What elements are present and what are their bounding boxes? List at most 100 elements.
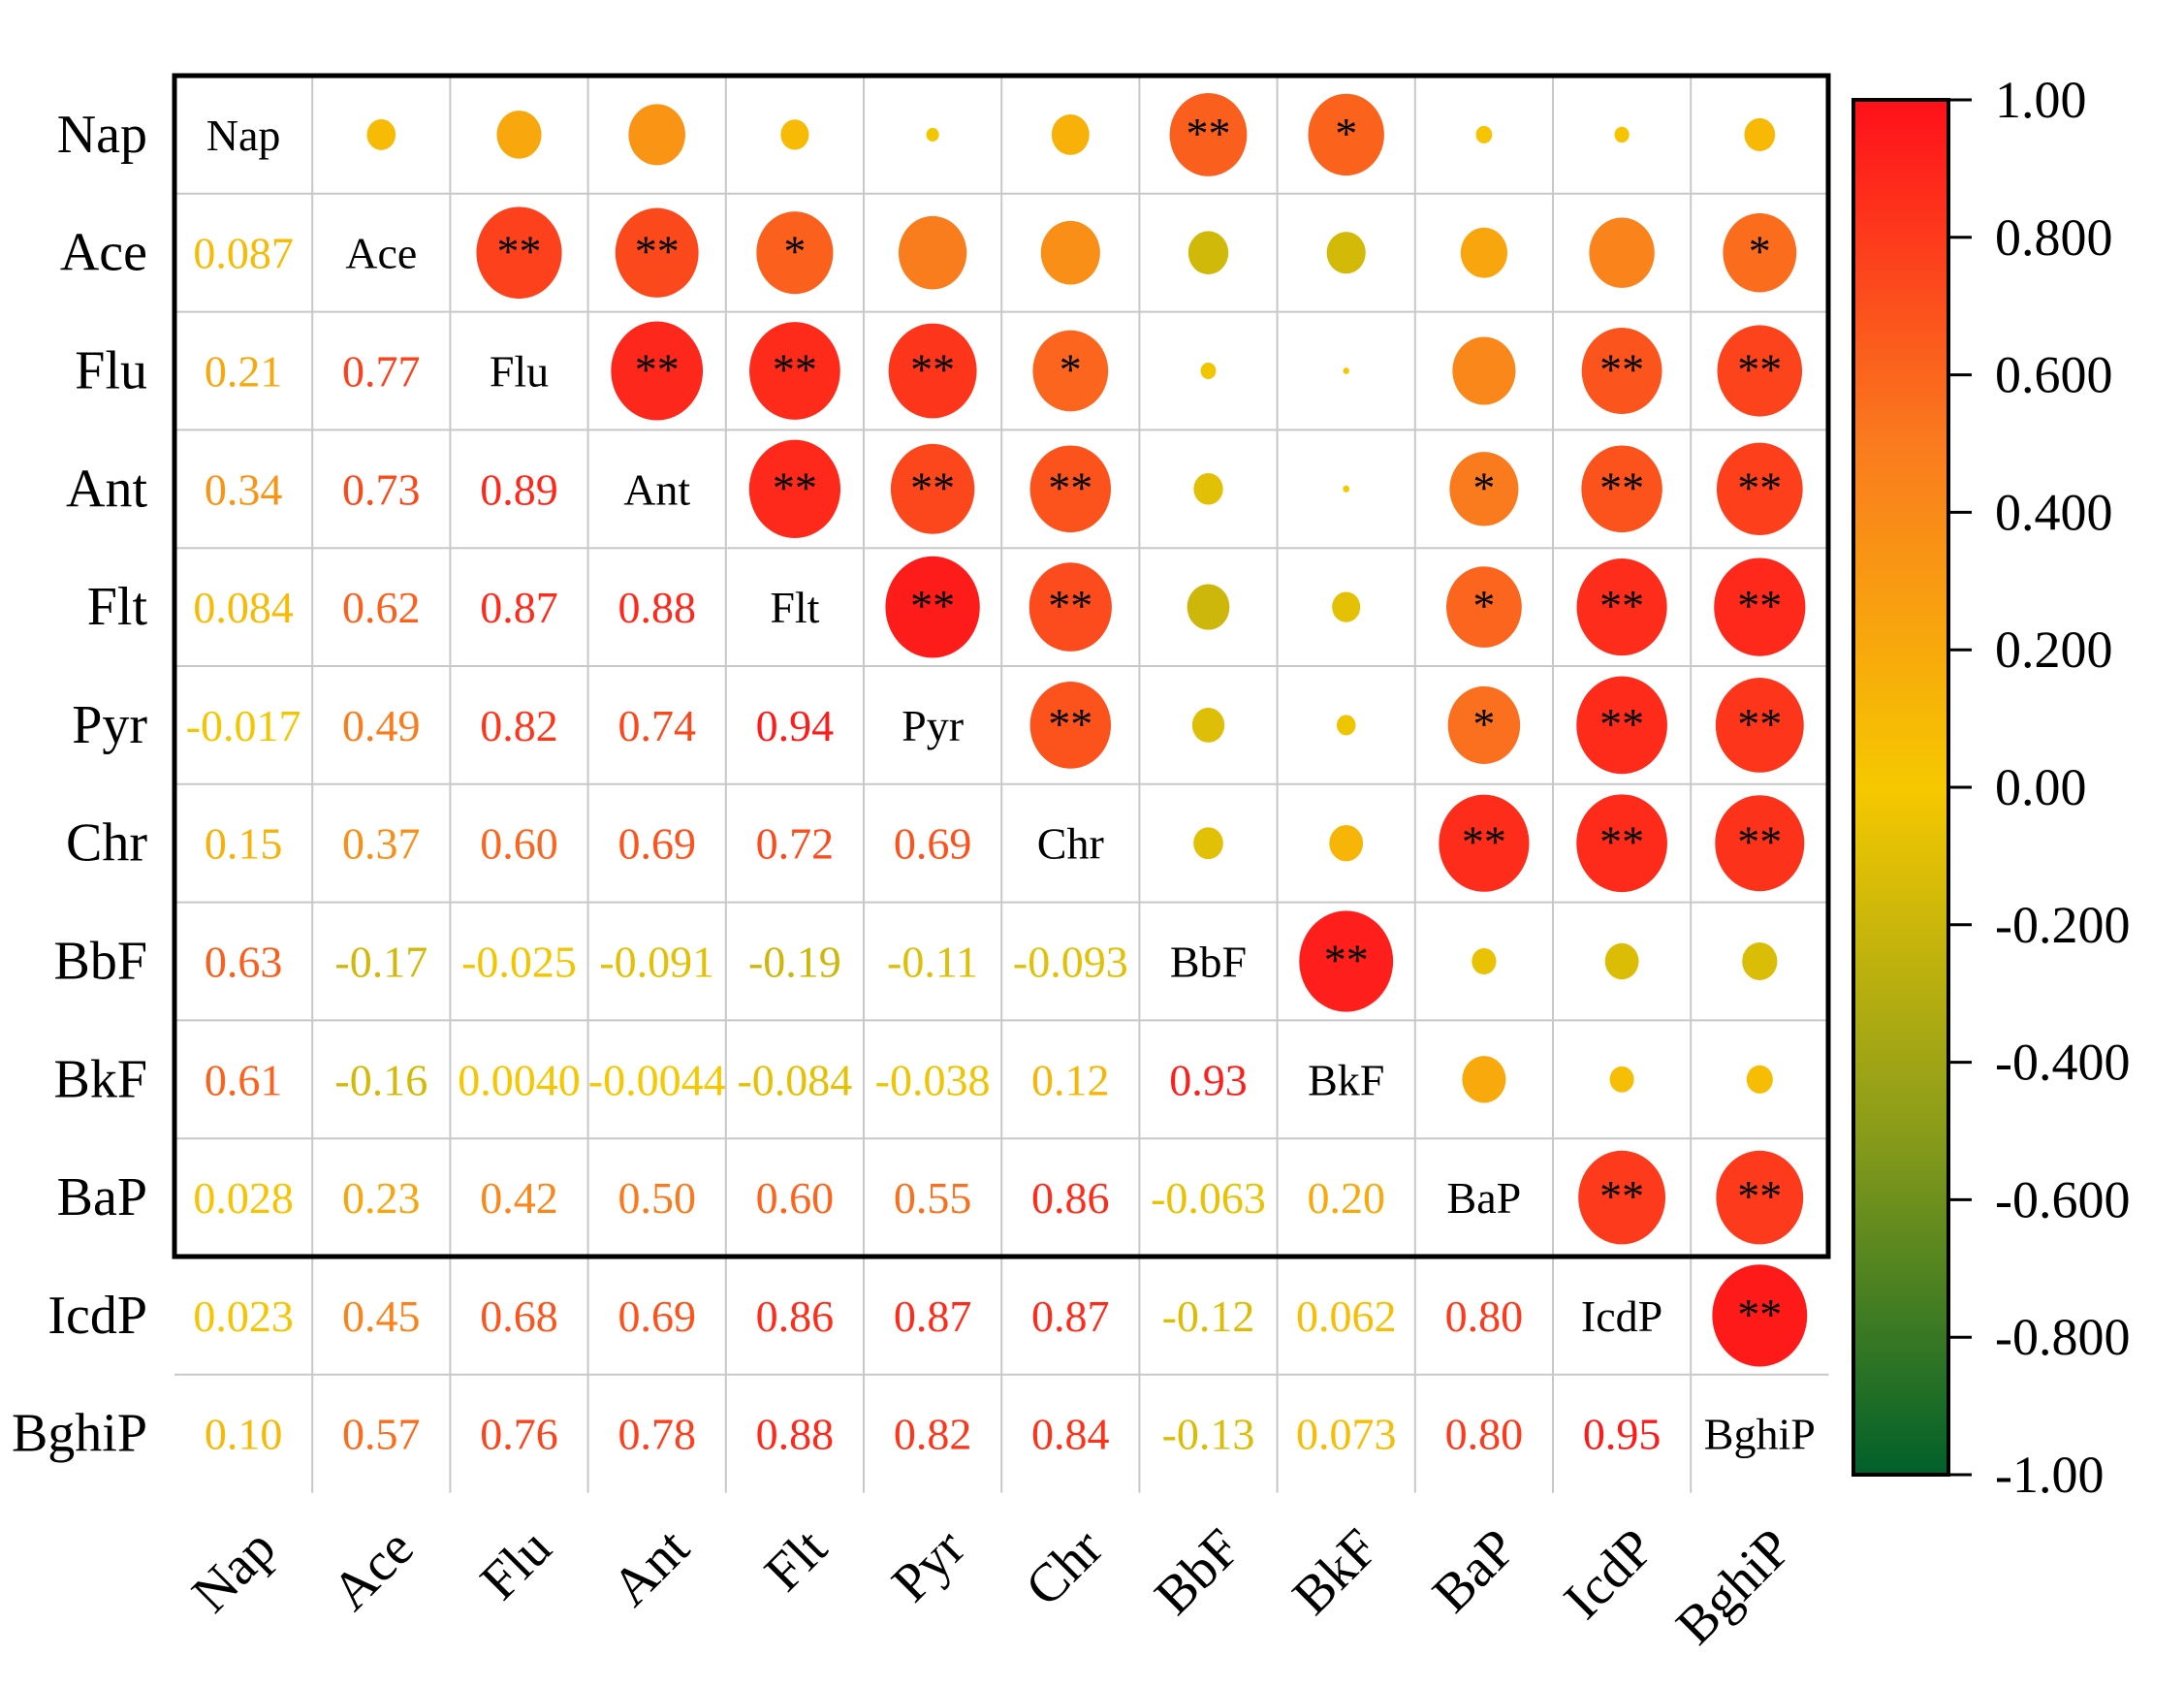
correlation-circle <box>1742 942 1778 980</box>
significance-marker: ** <box>1737 1171 1782 1221</box>
correlation-value: 0.57 <box>342 1410 421 1459</box>
correlation-value: 0.61 <box>205 1055 283 1104</box>
correlation-circle <box>1576 558 1667 656</box>
correlation-circle <box>1439 794 1530 892</box>
significance-marker: ** <box>910 462 955 512</box>
column-label: Ant <box>601 1517 702 1618</box>
correlation-circle <box>1589 217 1655 288</box>
diagonal-label: BaP <box>1447 1173 1522 1223</box>
significance-marker: ** <box>1599 699 1644 748</box>
correlation-value: 0.82 <box>894 1410 972 1459</box>
correlation-value: 0.69 <box>894 819 972 869</box>
correlation-value: -0.13 <box>1162 1410 1255 1459</box>
correlation-circle <box>1193 473 1223 505</box>
significance-marker: ** <box>1462 817 1506 867</box>
correlation-circle <box>1449 452 1519 526</box>
correlation-circle <box>1712 1264 1808 1367</box>
colorbar: 1.00 0.800 0.600 0.400 0.200 0.00 -0.200 -0.400… <box>1852 71 2130 1504</box>
correlation-circle <box>1472 947 1497 975</box>
correlation-circle <box>1462 1056 1506 1103</box>
correlation-value: 0.50 <box>617 1173 696 1223</box>
correlation-circle <box>1187 231 1229 274</box>
correlation-circle <box>1609 1066 1634 1093</box>
correlation-value: 0.12 <box>1031 1055 1110 1104</box>
correlation-value: 0.72 <box>756 819 835 869</box>
correlation-value: 0.86 <box>756 1291 835 1341</box>
correlation-value: 0.74 <box>617 701 696 750</box>
significance-marker: ** <box>1048 699 1092 748</box>
correlation-circle <box>1029 562 1112 652</box>
correlation-value: -0.0044 <box>588 1055 726 1104</box>
correlation-value: -0.063 <box>1151 1173 1266 1223</box>
colorbar-tick-label: -0.800 <box>1995 1308 2130 1366</box>
correlation-value: 0.94 <box>756 701 835 750</box>
correlation-value: 0.0040 <box>458 1055 581 1104</box>
significance-marker: ** <box>910 581 955 630</box>
correlation-circle <box>1308 93 1384 176</box>
correlation-value: 0.84 <box>1031 1410 1110 1459</box>
correlation-value: 0.88 <box>617 583 696 632</box>
correlation-circle <box>749 322 840 420</box>
correlation-circle <box>1336 715 1356 736</box>
significance-marker: * <box>1749 227 1771 276</box>
significance-marker: ** <box>635 345 680 395</box>
correlation-circle <box>1715 795 1805 892</box>
correlation-circle <box>1445 566 1522 648</box>
correlation-value: 0.68 <box>480 1291 558 1341</box>
correlation-circle <box>1029 445 1112 533</box>
correlation-value: 0.78 <box>617 1410 696 1459</box>
correlation-value: 0.084 <box>193 583 294 632</box>
correlation-circle <box>1200 362 1217 380</box>
correlation-value: 0.49 <box>342 701 421 750</box>
correlation-value: -0.091 <box>599 938 714 987</box>
correlation-circle <box>748 439 841 538</box>
significance-marker: ** <box>1737 581 1782 630</box>
correlation-value: 0.21 <box>205 347 283 397</box>
correlation-value: 0.15 <box>205 819 283 869</box>
correlation-circle <box>1576 676 1667 775</box>
correlation-circle <box>1343 367 1349 374</box>
significance-marker: ** <box>773 345 817 395</box>
significance-marker: * <box>1335 109 1357 158</box>
correlation-circle <box>1716 1150 1804 1245</box>
correlation-circle <box>1032 330 1109 412</box>
correlation-circle <box>1744 117 1776 151</box>
colorbar-tick-label: 0.00 <box>1995 758 2087 816</box>
significance-marker: ** <box>773 462 817 512</box>
correlation-circle <box>1332 591 1361 622</box>
diagonal-label: IcdP <box>1581 1291 1662 1341</box>
correlation-value: 0.34 <box>205 464 283 514</box>
correlation-value: 0.95 <box>1583 1410 1662 1459</box>
correlation-value: -0.017 <box>186 701 301 750</box>
significance-marker: ** <box>1737 699 1782 748</box>
colorbar-tick-label: -0.200 <box>1995 896 2130 954</box>
correlation-circle <box>885 556 980 658</box>
correlation-circle <box>1329 824 1364 862</box>
correlation-circle <box>890 443 975 534</box>
correlation-value: -0.11 <box>887 938 978 987</box>
correlation-value: 0.20 <box>1307 1173 1385 1223</box>
correlation-value: 0.73 <box>342 464 421 514</box>
correlation-circle <box>496 111 542 159</box>
correlation-circle <box>1029 682 1112 769</box>
correlation-circle <box>1714 557 1806 656</box>
column-label: BghiP <box>1665 1517 1804 1656</box>
correlation-value: 0.80 <box>1445 1410 1524 1459</box>
diagonal-label: Ace <box>345 229 417 278</box>
correlation-value: 0.93 <box>1169 1055 1248 1104</box>
correlation-value: 0.89 <box>480 464 558 514</box>
correlation-circle <box>1040 220 1100 285</box>
row-label: Chr <box>66 813 147 874</box>
correlation-circle <box>1723 212 1797 293</box>
significance-marker: ** <box>1737 345 1782 395</box>
correlation-value: 0.87 <box>894 1291 972 1341</box>
row-label: IcdP <box>47 1286 147 1346</box>
correlation-circle <box>1576 794 1667 893</box>
correlation-value: 0.087 <box>193 229 294 278</box>
column-label: Nap <box>180 1517 287 1624</box>
correlation-circle <box>366 118 396 150</box>
correlation-value: 0.45 <box>342 1291 421 1341</box>
plot-frame <box>172 73 1831 1259</box>
correlation-circle <box>1578 1150 1666 1245</box>
colorbar-tick-label: 0.800 <box>1995 208 2113 267</box>
